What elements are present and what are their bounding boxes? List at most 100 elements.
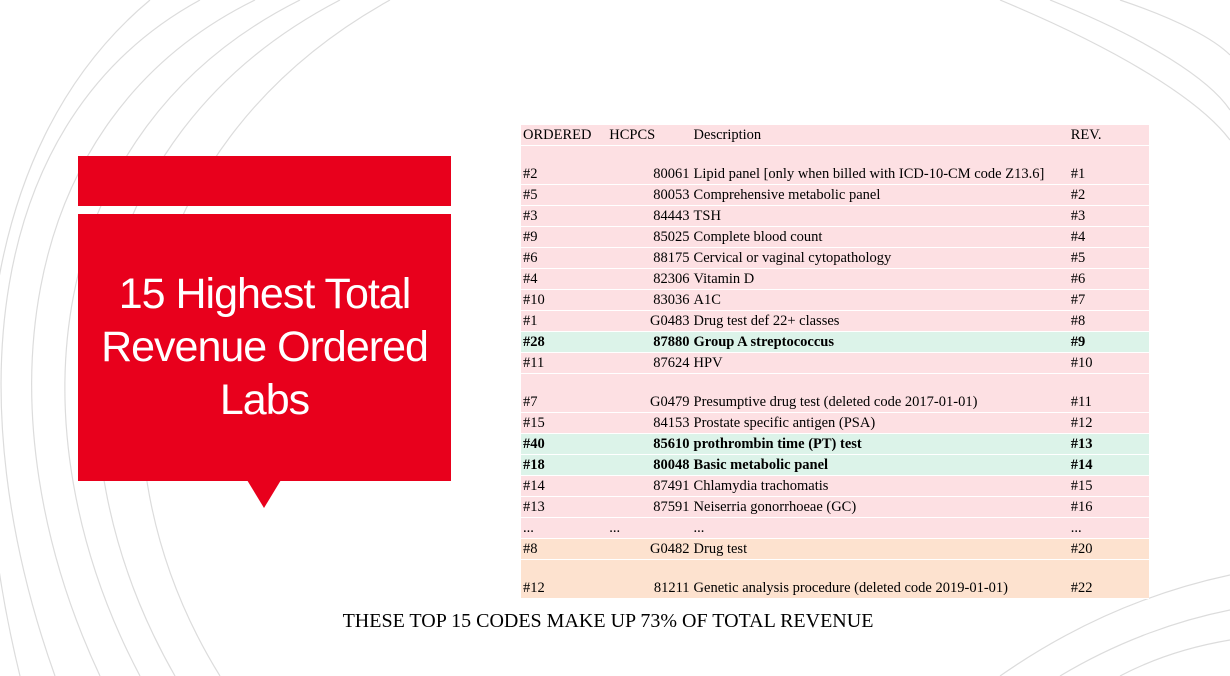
cell-rev: #11 — [1068, 373, 1149, 413]
title-box: 15 Highest Total Revenue Ordered Labs — [78, 214, 451, 481]
cell-hcpcs: 82306 — [607, 268, 692, 290]
cell-hcpcs: 87491 — [607, 475, 692, 497]
title-box-pointer — [247, 480, 281, 508]
cell-description: Cervical or vaginal cytopathology — [691, 247, 1069, 269]
cell-rev: #16 — [1068, 496, 1149, 518]
cell-hcpcs: 87624 — [607, 352, 692, 374]
cell-hcpcs: 85025 — [607, 226, 692, 248]
header-description: Description — [691, 125, 1069, 146]
cell-description: Lipid panel [only when billed with ICD-1… — [691, 145, 1069, 185]
cell-ordered: #1 — [521, 310, 608, 332]
table-row: #40 85610 prothrombin time (PT) test #13 — [521, 433, 1149, 455]
cell-rev: #15 — [1068, 475, 1149, 497]
table-row: #7 G0479 Presumptive drug test (deleted co… — [521, 373, 1149, 413]
cell-hcpcs: 87591 — [607, 496, 692, 518]
cell-rev: #3 — [1068, 205, 1149, 227]
cell-ordered: #11 — [521, 352, 608, 374]
cell-ordered: #3 — [521, 205, 608, 227]
cell-description: Vitamin D — [691, 268, 1069, 290]
cell-ordered: #4 — [521, 268, 608, 290]
cell-hcpcs: 84443 — [607, 205, 692, 227]
cell-hcpcs: 81211 — [607, 559, 692, 599]
cell-rev: #12 — [1068, 412, 1149, 434]
table-row: #14 87491 Chlamydia trachomatis #15 — [521, 475, 1149, 497]
cell-ordered: #12 — [521, 559, 608, 599]
slide-title: 15 Highest Total Revenue Ordered Labs — [101, 270, 429, 424]
table-row: #8 G0482 Drug test #20 — [521, 538, 1149, 560]
cell-ordered: #28 — [521, 331, 608, 353]
cell-description: Prostate specific antigen (PSA) — [691, 412, 1069, 434]
cell-rev: #4 — [1068, 226, 1149, 248]
cell-rev: #13 — [1068, 433, 1149, 455]
cell-ordered: #10 — [521, 289, 608, 311]
cell-description: Basic metabolic panel — [691, 454, 1069, 476]
header-hcpcs: HCPCS — [607, 125, 692, 146]
cell-hcpcs: 88175 — [607, 247, 692, 269]
cell-rev: #14 — [1068, 454, 1149, 476]
table-header-row: ORDERED HCPCS Description REV. — [521, 125, 1149, 146]
cell-ordered: #7 — [521, 373, 608, 413]
cell-hcpcs: 80048 — [607, 454, 692, 476]
cell-description: Complete blood count — [691, 226, 1069, 248]
cell-rev: #22 — [1068, 559, 1149, 599]
cell-description: Presumptive drug test (deleted code 2017… — [691, 373, 1069, 413]
cell-description: HPV — [691, 352, 1069, 374]
cell-hcpcs: ... — [607, 517, 692, 539]
cell-hcpcs: 85610 — [607, 433, 692, 455]
labs-table: ORDERED HCPCS Description REV. #2 80061 Li… — [521, 125, 1149, 599]
cell-rev: #6 — [1068, 268, 1149, 290]
cell-ordered: #8 — [521, 538, 608, 560]
cell-ordered: #9 — [521, 226, 608, 248]
cell-ordered: #5 — [521, 184, 608, 206]
cell-hcpcs: 83036 — [607, 289, 692, 311]
cell-ordered: #6 — [521, 247, 608, 269]
table-row: #12 81211 Genetic analysis procedure (dele… — [521, 559, 1149, 599]
cell-rev: #7 — [1068, 289, 1149, 311]
table-row: #1 G0483 Drug test def 22+ classes #8 — [521, 310, 1149, 332]
cell-description: ... — [691, 517, 1069, 539]
cell-hcpcs: G0479 — [607, 373, 692, 413]
title-accent-bar — [78, 156, 451, 206]
revenue-note: THESE TOP 15 CODES MAKE UP 73% OF TOTAL … — [342, 610, 874, 632]
cell-description: Comprehensive metabolic panel — [691, 184, 1069, 206]
cell-ordered: #15 — [521, 412, 608, 434]
table-row: #9 85025 Complete blood count #4 — [521, 226, 1149, 248]
table-row: #2 80061 Lipid panel [only when billed wit… — [521, 145, 1149, 185]
cell-description: Neiserria gonorrhoeae (GC) — [691, 496, 1069, 518]
cell-rev: #8 — [1068, 310, 1149, 332]
cell-description: A1C — [691, 289, 1069, 311]
cell-rev: #1 — [1068, 145, 1149, 185]
table-row: #15 84153 Prostate specific antigen (PSA) #… — [521, 412, 1149, 434]
table-row: #4 82306 Vitamin D #6 — [521, 268, 1149, 290]
cell-ordered: #40 — [521, 433, 608, 455]
cell-description: Chlamydia trachomatis — [691, 475, 1069, 497]
cell-rev: #10 — [1068, 352, 1149, 374]
table-row: #28 87880 Group A streptococcus #9 — [521, 331, 1149, 353]
table-row: ............ — [521, 517, 1149, 539]
cell-ordered: #2 — [521, 145, 608, 185]
cell-rev: ... — [1068, 517, 1149, 539]
cell-ordered: #18 — [521, 454, 608, 476]
cell-description: Drug test def 22+ classes — [691, 310, 1069, 332]
cell-ordered: #14 — [521, 475, 608, 497]
header-rev: REV. — [1068, 125, 1149, 146]
cell-rev: #5 — [1068, 247, 1149, 269]
cell-hcpcs: G0483 — [607, 310, 692, 332]
cell-description: prothrombin time (PT) test — [691, 433, 1069, 455]
header-ordered: ORDERED — [521, 125, 608, 146]
cell-hcpcs: 80053 — [607, 184, 692, 206]
cell-description: Group A streptococcus — [691, 331, 1069, 353]
cell-hcpcs: 84153 — [607, 412, 692, 434]
cell-hcpcs: 87880 — [607, 331, 692, 353]
table-row: #3 84443 TSH #3 — [521, 205, 1149, 227]
cell-ordered: ... — [521, 517, 608, 539]
cell-hcpcs: G0482 — [607, 538, 692, 560]
cell-rev: #9 — [1068, 331, 1149, 353]
table-row: #18 80048 Basic metabolic panel #14 — [521, 454, 1149, 476]
table-row: #5 80053 Comprehensive metabolic panel #2 — [521, 184, 1149, 206]
cell-description: Drug test — [691, 538, 1069, 560]
table-row: #13 87591 Neiserria gonorrhoeae (GC) #16 — [521, 496, 1149, 518]
cell-description: TSH — [691, 205, 1069, 227]
table-row: #11 87624 HPV #10 — [521, 352, 1149, 374]
cell-rev: #20 — [1068, 538, 1149, 560]
